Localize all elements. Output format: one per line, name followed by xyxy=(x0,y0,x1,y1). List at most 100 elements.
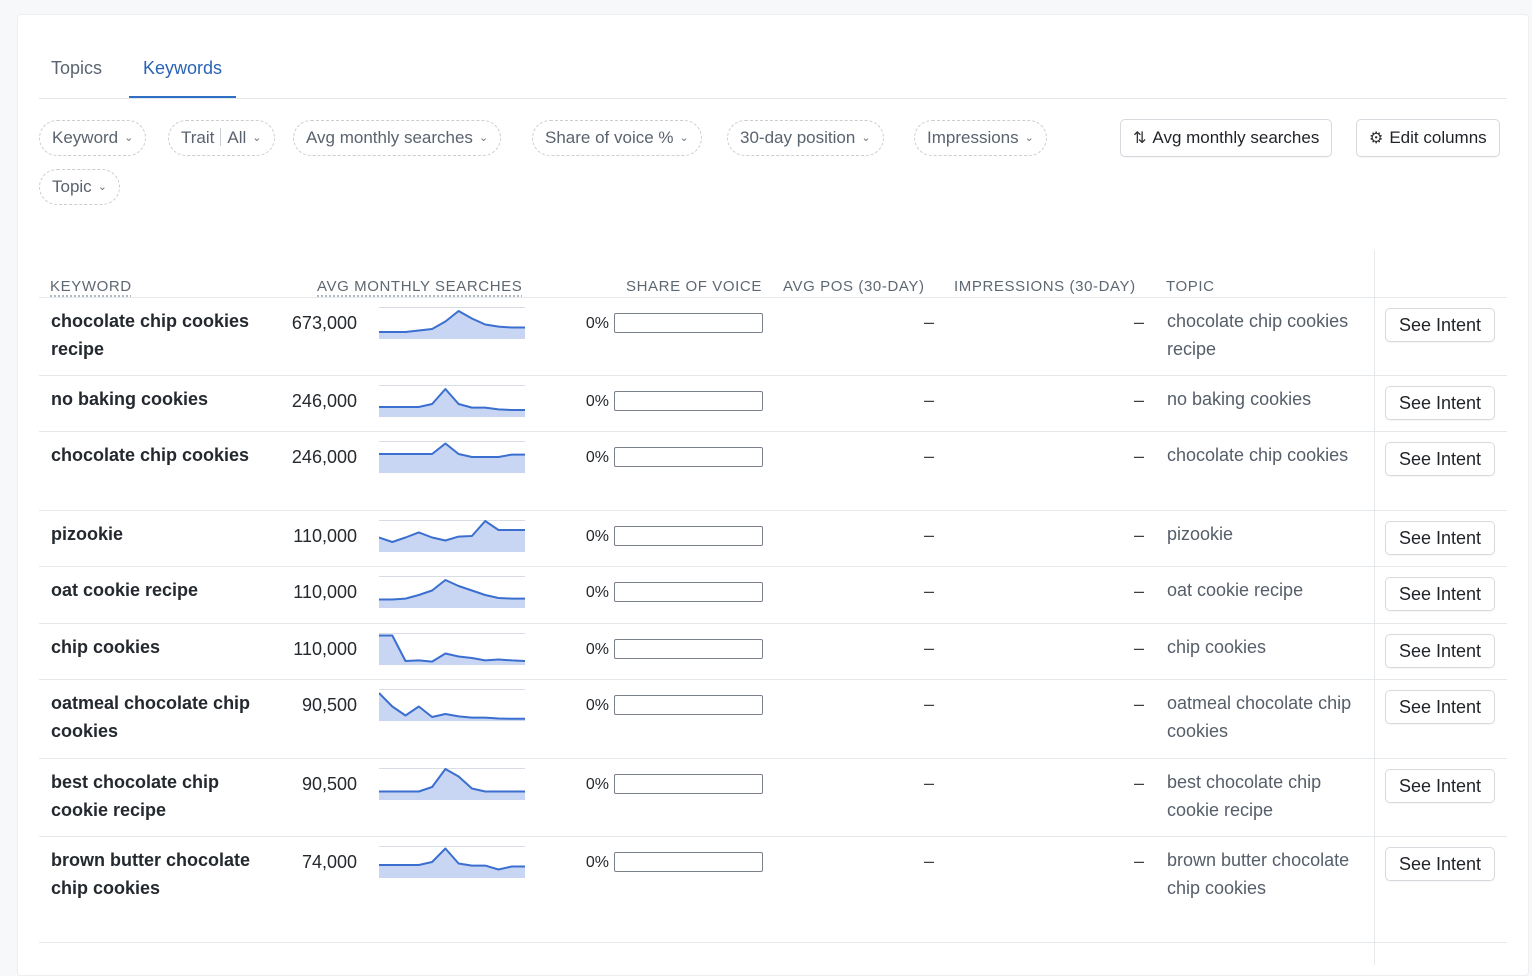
table-header: KEYWORD AVG MONTHLY SEARCHES SHARE OF VO… xyxy=(39,250,1507,298)
sparkline-area xyxy=(379,311,525,339)
share-of-voice-bar xyxy=(614,526,763,546)
see-intent-button[interactable]: See Intent xyxy=(1385,386,1495,420)
filter-topic-label: Topic xyxy=(52,177,92,196)
see-intent-button[interactable]: See Intent xyxy=(1385,690,1495,724)
chevron-down-icon: ⌄ xyxy=(478,132,489,144)
chevron-down-icon: ⌄ xyxy=(679,132,689,144)
topic-cell: oatmeal chocolate chip cookies xyxy=(1167,693,1352,741)
column-header-avg-monthly-searches[interactable]: AVG MONTHLY SEARCHES xyxy=(317,278,523,295)
topic-cell: chocolate chip cookies xyxy=(1167,445,1349,465)
see-intent-button[interactable]: See Intent xyxy=(1385,442,1495,476)
sparkline-area xyxy=(379,521,525,552)
impressions-cell: – xyxy=(1133,851,1144,871)
sparkline-area xyxy=(379,848,525,878)
avg-pos-cell: – xyxy=(923,773,934,793)
see-intent-button[interactable]: See Intent xyxy=(1385,847,1495,881)
filter-trait[interactable]: Trait All ⌄ xyxy=(168,120,275,156)
trend-sparkline xyxy=(379,768,525,800)
sort-button-label: Avg monthly searches xyxy=(1152,128,1320,147)
keyword-cell: no baking cookies xyxy=(51,389,209,409)
sparkline-line xyxy=(379,634,525,663)
keyword-cell: pizookie xyxy=(51,524,124,544)
chevron-down-icon: ⌄ xyxy=(252,132,262,144)
avg-pos-cell: – xyxy=(923,312,934,332)
share-of-voice-bar xyxy=(614,695,763,715)
filter-trait-value: All xyxy=(227,128,247,147)
filter-impressions-label: Impressions xyxy=(927,128,1019,147)
keyword-cell: chocolate chip cookies recipe xyxy=(51,311,250,359)
chevron-down-icon: ⌄ xyxy=(124,132,134,144)
avg-monthly-searches-cell: 110,000 xyxy=(293,582,357,602)
keyword-cell: chip cookies xyxy=(51,637,161,657)
keyword-cell: best chocolate chip cookie recipe xyxy=(51,772,220,820)
sparkline-area xyxy=(379,443,525,473)
impressions-cell: – xyxy=(1133,638,1144,658)
keyword-cell: chocolate chip cookies xyxy=(51,445,250,465)
share-of-voice-value: 0% xyxy=(585,315,609,332)
avg-monthly-searches-cell: 90,500 xyxy=(301,774,357,794)
sparkline-area xyxy=(379,389,525,417)
column-header-keyword[interactable]: KEYWORD xyxy=(50,278,132,295)
share-of-voice-value: 0% xyxy=(585,854,609,871)
filter-keyword[interactable]: Keyword ⌄ xyxy=(39,120,147,156)
see-intent-button[interactable]: See Intent xyxy=(1385,521,1495,555)
avg-pos-cell: – xyxy=(923,694,934,714)
keyword-cell: brown butter chocolate chip cookies xyxy=(51,850,251,898)
see-intent-button[interactable]: See Intent xyxy=(1385,577,1495,611)
filter-impressions[interactable]: Impressions ⌄ xyxy=(914,120,1047,156)
keyword-cell: oatmeal chocolate chip cookies xyxy=(51,693,251,741)
avg-pos-cell: – xyxy=(923,525,934,545)
filter-position-label: 30-day position xyxy=(740,128,856,147)
avg-monthly-searches-cell: 673,000 xyxy=(291,313,357,333)
impressions-cell: – xyxy=(1133,390,1144,410)
sparkline-line xyxy=(379,579,525,601)
share-of-voice-bar xyxy=(614,774,763,794)
see-intent-button[interactable]: See Intent xyxy=(1385,769,1495,803)
filter-avg-monthly-searches[interactable]: Avg monthly searches ⌄ xyxy=(293,120,502,156)
edit-columns-button[interactable]: ⚙ Edit columns xyxy=(1356,119,1500,157)
see-intent-button[interactable]: See Intent xyxy=(1385,634,1495,668)
table-row: best chocolate chip cookie recipe 90,500 0… xyxy=(39,758,1507,837)
filter-keyword-label: Keyword xyxy=(52,128,119,147)
avg-pos-cell: – xyxy=(923,851,934,871)
topic-cell: oat cookie recipe xyxy=(1167,580,1304,600)
trend-sparkline xyxy=(379,307,525,339)
avg-monthly-searches-cell: 110,000 xyxy=(293,639,357,659)
table-row: chocolate chip cookies 246,000 0% – – chocola… xyxy=(39,431,1507,511)
share-of-voice-value: 0% xyxy=(585,697,609,714)
filter-topic[interactable]: Topic ⌄ xyxy=(39,169,120,205)
column-header-avg-pos: AVG POS (30-DAY) xyxy=(783,278,925,295)
share-of-voice-value: 0% xyxy=(585,641,609,658)
avg-monthly-searches-cell: 110,000 xyxy=(293,526,357,546)
sparkline-line xyxy=(379,310,525,333)
topic-cell: brown butter chocolate chip cookies xyxy=(1167,850,1350,898)
avg-pos-cell: – xyxy=(923,390,934,410)
share-of-voice-bar xyxy=(614,313,763,333)
tab-topics[interactable]: Topics xyxy=(51,58,103,78)
impressions-cell: – xyxy=(1133,312,1144,332)
share-of-voice-value: 0% xyxy=(585,776,609,793)
keyword-cell: oat cookie recipe xyxy=(51,580,199,600)
share-of-voice-bar xyxy=(614,639,763,659)
gear-icon: ⚙ xyxy=(1369,130,1384,147)
filter-share-of-voice[interactable]: Share of voice % ⌄ xyxy=(532,120,702,156)
sparkline-line xyxy=(379,388,525,411)
share-of-voice-value: 0% xyxy=(585,449,609,466)
share-of-voice-bar xyxy=(614,391,763,411)
tab-keywords[interactable]: Keywords xyxy=(129,55,236,98)
avg-pos-cell: – xyxy=(923,638,934,658)
chevron-down-icon: ⌄ xyxy=(97,181,107,193)
column-header-share-of-voice: SHARE OF VOICE xyxy=(626,278,762,295)
chevron-down-icon: ⌄ xyxy=(861,132,871,144)
table-row: chocolate chip cookies recipe 673,000 0% – –… xyxy=(39,297,1507,376)
topic-cell: no baking cookies xyxy=(1167,389,1312,409)
avg-pos-cell: – xyxy=(923,446,934,466)
see-intent-button[interactable]: See Intent xyxy=(1385,308,1495,342)
topic-cell: chip cookies xyxy=(1167,637,1267,657)
avg-monthly-searches-cell: 90,500 xyxy=(301,695,357,715)
share-of-voice-bar xyxy=(614,447,763,467)
filter-position[interactable]: 30-day position ⌄ xyxy=(727,120,884,156)
share-of-voice-bar xyxy=(614,582,763,602)
topic-cell: chocolate chip cookies recipe xyxy=(1167,311,1349,359)
sort-button[interactable]: ⇅ Avg monthly searches xyxy=(1120,119,1333,157)
